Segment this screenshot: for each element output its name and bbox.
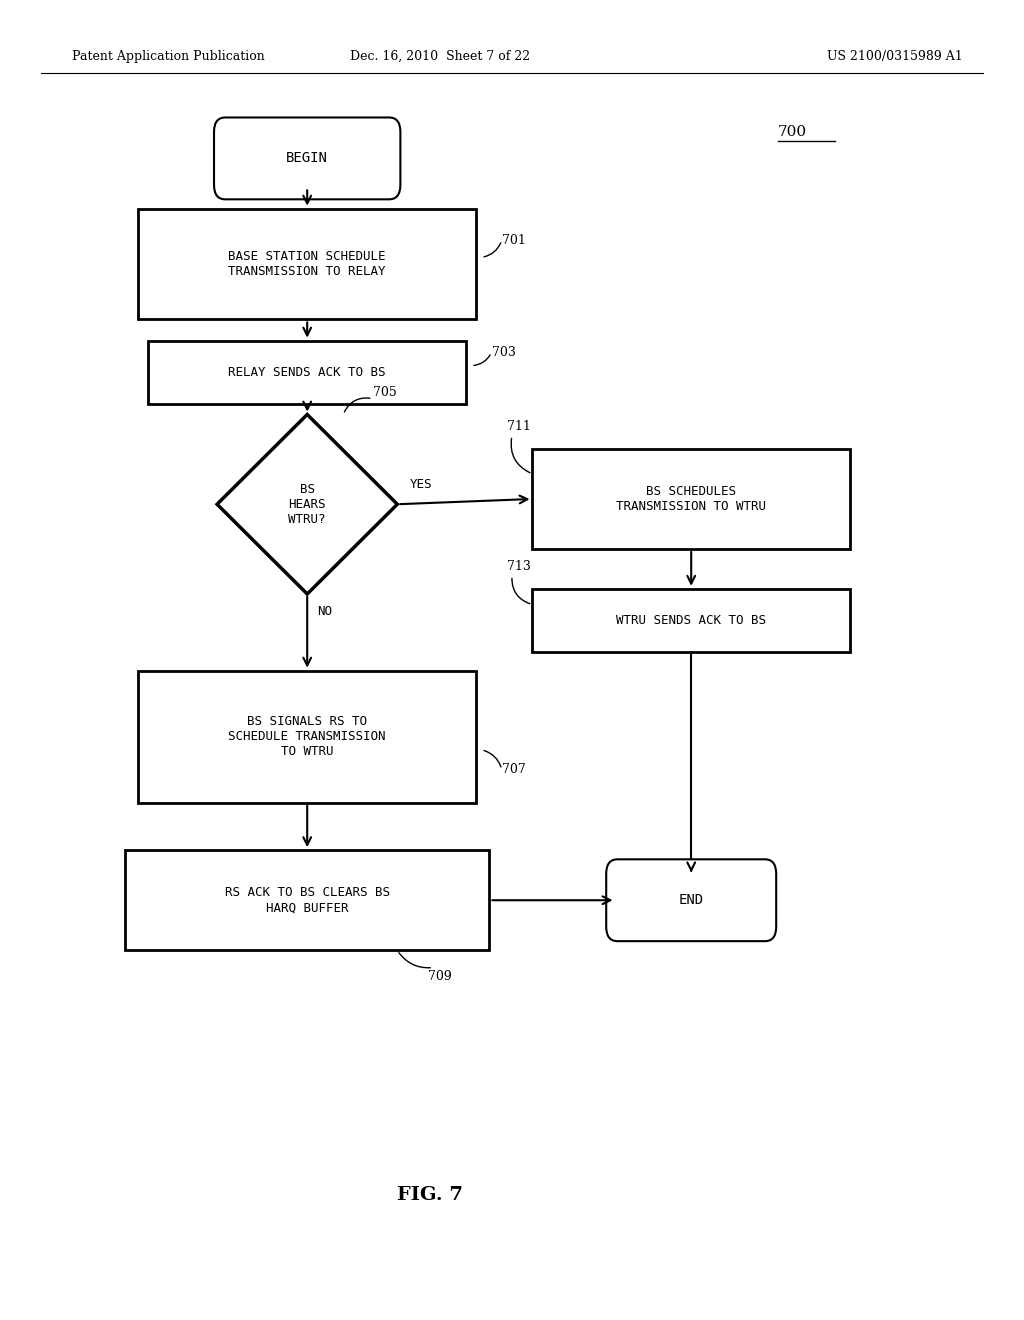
FancyBboxPatch shape <box>148 341 466 404</box>
Text: RS ACK TO BS CLEARS BS
HARQ BUFFER: RS ACK TO BS CLEARS BS HARQ BUFFER <box>224 886 390 915</box>
Text: 705: 705 <box>373 385 396 399</box>
Polygon shape <box>217 414 397 594</box>
Text: BASE STATION SCHEDULE
TRANSMISSION TO RELAY: BASE STATION SCHEDULE TRANSMISSION TO RE… <box>228 249 386 279</box>
Text: END: END <box>679 894 703 907</box>
Text: FIG. 7: FIG. 7 <box>397 1185 463 1204</box>
FancyBboxPatch shape <box>532 589 850 652</box>
FancyBboxPatch shape <box>125 850 489 950</box>
FancyBboxPatch shape <box>138 209 476 319</box>
Text: BS SIGNALS RS TO
SCHEDULE TRANSMISSION
TO WTRU: BS SIGNALS RS TO SCHEDULE TRANSMISSION T… <box>228 715 386 758</box>
Text: YES: YES <box>410 478 432 491</box>
Text: BS
HEARS
WTRU?: BS HEARS WTRU? <box>289 483 326 525</box>
Text: US 2100/0315989 A1: US 2100/0315989 A1 <box>826 50 963 63</box>
Text: 700: 700 <box>778 124 807 139</box>
FancyBboxPatch shape <box>138 671 476 803</box>
Text: BS SCHEDULES
TRANSMISSION TO WTRU: BS SCHEDULES TRANSMISSION TO WTRU <box>616 484 766 513</box>
Text: 703: 703 <box>492 346 515 359</box>
Text: NO: NO <box>317 605 333 618</box>
Text: 707: 707 <box>502 763 525 776</box>
Text: 709: 709 <box>428 970 452 983</box>
Text: 713: 713 <box>507 560 530 573</box>
Text: WTRU SENDS ACK TO BS: WTRU SENDS ACK TO BS <box>616 614 766 627</box>
FancyBboxPatch shape <box>606 859 776 941</box>
Text: Patent Application Publication: Patent Application Publication <box>72 50 264 63</box>
Text: Dec. 16, 2010  Sheet 7 of 22: Dec. 16, 2010 Sheet 7 of 22 <box>350 50 530 63</box>
Text: 711: 711 <box>507 420 530 433</box>
Text: BEGIN: BEGIN <box>287 152 328 165</box>
FancyBboxPatch shape <box>214 117 400 199</box>
Text: RELAY SENDS ACK TO BS: RELAY SENDS ACK TO BS <box>228 366 386 379</box>
FancyBboxPatch shape <box>532 449 850 549</box>
Text: 701: 701 <box>502 234 525 247</box>
